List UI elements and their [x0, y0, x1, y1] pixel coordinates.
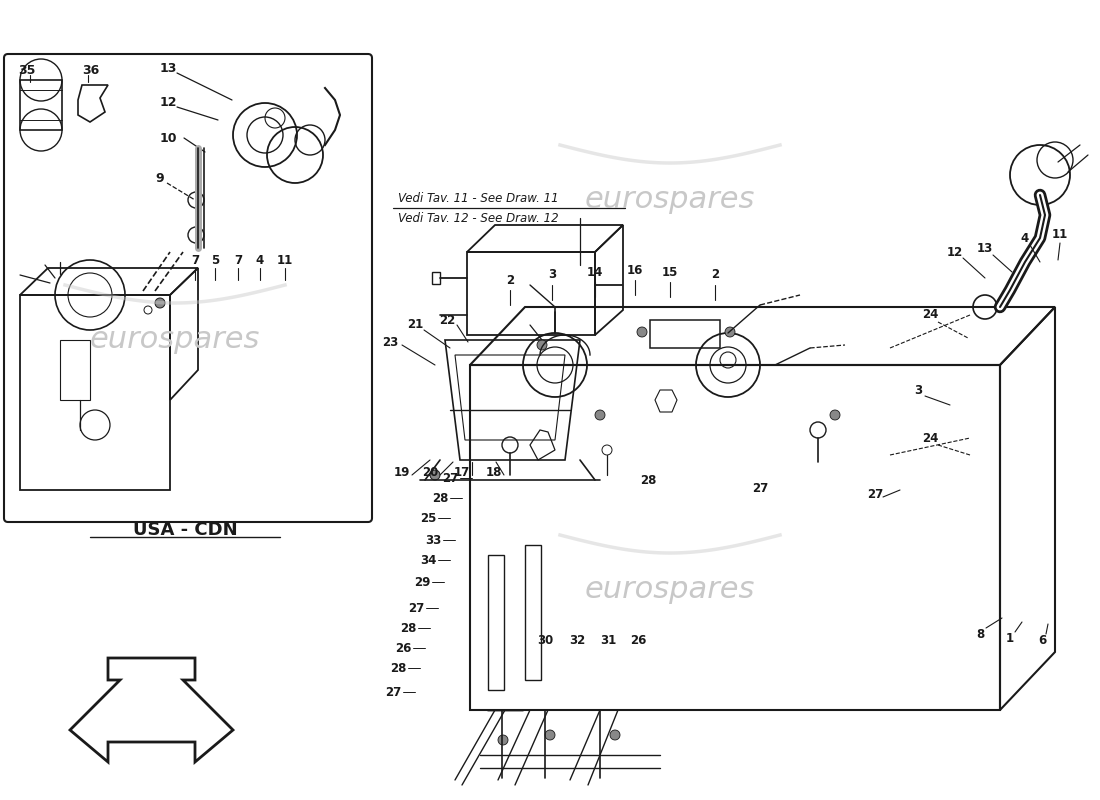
- Text: 23: 23: [382, 335, 398, 349]
- Text: 15: 15: [662, 266, 679, 278]
- Circle shape: [430, 470, 440, 480]
- Text: 34: 34: [420, 554, 437, 566]
- Text: 21: 21: [407, 318, 424, 331]
- Circle shape: [544, 730, 556, 740]
- FancyBboxPatch shape: [4, 54, 372, 522]
- Circle shape: [537, 340, 547, 350]
- Text: 9: 9: [156, 171, 164, 185]
- Text: 3: 3: [914, 383, 922, 397]
- Circle shape: [498, 735, 508, 745]
- Text: 26: 26: [395, 642, 411, 654]
- Text: 13: 13: [160, 62, 177, 74]
- Text: 35: 35: [18, 63, 35, 77]
- Text: 25: 25: [420, 511, 437, 525]
- Text: USA - CDN: USA - CDN: [133, 521, 238, 539]
- Text: 16: 16: [627, 263, 644, 277]
- Text: 8: 8: [976, 629, 984, 642]
- Circle shape: [595, 410, 605, 420]
- Text: 12: 12: [160, 95, 177, 109]
- Text: 24: 24: [922, 431, 938, 445]
- Text: 3: 3: [548, 269, 557, 282]
- Circle shape: [830, 410, 840, 420]
- Text: eurospares: eurospares: [585, 575, 756, 605]
- Text: Vedi Tav. 11 - See Draw. 11: Vedi Tav. 11 - See Draw. 11: [398, 191, 559, 205]
- Text: 4: 4: [256, 254, 264, 266]
- Text: 26: 26: [630, 634, 646, 646]
- Text: 7: 7: [234, 254, 242, 266]
- Text: 27: 27: [385, 686, 402, 698]
- Circle shape: [725, 327, 735, 337]
- Text: 11: 11: [277, 254, 293, 266]
- Text: 19: 19: [394, 466, 410, 478]
- Circle shape: [637, 327, 647, 337]
- Text: eurospares: eurospares: [90, 326, 261, 354]
- Text: 2: 2: [506, 274, 514, 286]
- Text: 11: 11: [1052, 229, 1068, 242]
- Text: 1: 1: [1005, 631, 1014, 645]
- Text: 22: 22: [439, 314, 455, 326]
- Text: 29: 29: [414, 575, 430, 589]
- Text: 33: 33: [425, 534, 441, 546]
- Text: 24: 24: [922, 309, 938, 322]
- Text: eurospares: eurospares: [585, 186, 756, 214]
- Text: 18: 18: [486, 466, 503, 478]
- Text: 36: 36: [82, 63, 99, 77]
- Text: 7: 7: [191, 254, 199, 266]
- Circle shape: [155, 298, 165, 308]
- Text: 6: 6: [1038, 634, 1046, 646]
- Text: 28: 28: [432, 491, 448, 505]
- Text: 14: 14: [586, 266, 603, 278]
- Text: 17: 17: [454, 466, 470, 478]
- Text: 32: 32: [569, 634, 585, 646]
- Text: 27: 27: [752, 482, 768, 494]
- Text: 27: 27: [867, 489, 883, 502]
- Text: 5: 5: [211, 254, 219, 266]
- Text: Vedi Tav. 12 - See Draw. 12: Vedi Tav. 12 - See Draw. 12: [398, 211, 559, 225]
- Text: 31: 31: [600, 634, 616, 646]
- Text: 28: 28: [640, 474, 657, 486]
- Text: 4: 4: [1021, 231, 1030, 245]
- Text: 10: 10: [160, 131, 177, 145]
- Text: 20: 20: [422, 466, 438, 478]
- Text: 13: 13: [977, 242, 993, 254]
- Text: 12: 12: [947, 246, 964, 258]
- Text: 2: 2: [711, 269, 719, 282]
- Circle shape: [144, 306, 152, 314]
- Text: 27: 27: [442, 471, 458, 485]
- Text: 28: 28: [399, 622, 416, 634]
- Text: 28: 28: [389, 662, 406, 674]
- Text: 30: 30: [537, 634, 553, 646]
- Circle shape: [610, 730, 620, 740]
- Text: 27: 27: [408, 602, 425, 614]
